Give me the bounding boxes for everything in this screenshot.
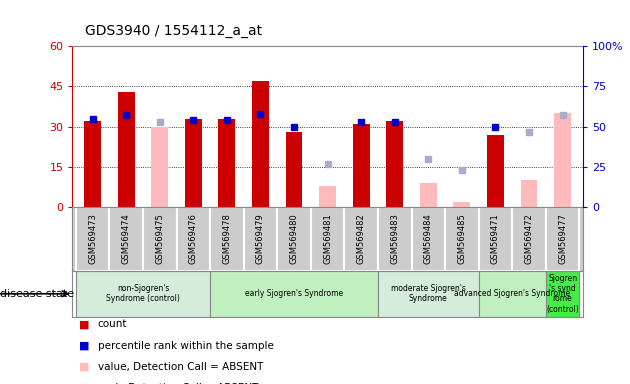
Text: GSM569480: GSM569480 [290,214,299,265]
Bar [76,207,110,271]
Text: non-Sjogren's
Syndrome (control): non-Sjogren's Syndrome (control) [106,284,180,303]
Bar [319,186,336,207]
Bar [520,180,537,207]
Bar [512,207,546,271]
Bar [479,271,546,317]
Bar [84,121,101,207]
Bar [487,135,504,207]
Text: GSM569481: GSM569481 [323,214,332,265]
Bar [554,113,571,207]
Text: ■: ■ [79,362,89,372]
Text: Sjogren
's synd
rome
(control): Sjogren 's synd rome (control) [546,274,579,314]
Text: advanced Sjogren's Syndrome: advanced Sjogren's Syndrome [454,289,570,298]
Bar [353,124,370,207]
Bar [378,207,411,271]
Text: ■: ■ [79,341,89,351]
Bar [378,271,479,317]
Text: rank, Detection Call = ABSENT: rank, Detection Call = ABSENT [98,383,258,384]
Text: count: count [98,319,127,329]
Text: ■: ■ [79,319,89,329]
Bar [210,271,378,317]
Bar [345,207,378,271]
Bar [110,207,143,271]
Bar [252,81,269,207]
Text: early Sjogren's Syndrome: early Sjogren's Syndrome [245,289,343,298]
Text: GSM569478: GSM569478 [222,214,231,265]
Bar [445,207,479,271]
Text: GSM569474: GSM569474 [122,214,130,265]
Text: percentile rank within the sample: percentile rank within the sample [98,341,273,351]
Text: GDS3940 / 1554112_a_at: GDS3940 / 1554112_a_at [85,25,262,38]
Text: GSM569477: GSM569477 [558,214,567,265]
Bar [118,92,135,207]
Text: disease state: disease state [0,289,74,299]
Text: moderate Sjogren's
Syndrome: moderate Sjogren's Syndrome [391,284,466,303]
Text: GSM569484: GSM569484 [424,214,433,265]
Bar [151,127,168,207]
Bar [546,271,580,317]
Bar [76,271,210,317]
Bar [185,119,202,207]
Bar [219,119,235,207]
Bar [285,132,302,207]
Bar [277,207,311,271]
Bar [479,207,512,271]
Text: GSM569471: GSM569471 [491,214,500,265]
Bar [311,207,345,271]
Text: GSM569476: GSM569476 [189,214,198,265]
Text: GSM569473: GSM569473 [88,214,97,265]
Bar [143,207,176,271]
Text: GSM569482: GSM569482 [357,214,365,265]
Text: GSM569483: GSM569483 [390,214,399,265]
Text: ■: ■ [79,383,89,384]
Text: GSM569479: GSM569479 [256,214,265,265]
Bar [244,207,277,271]
Bar [386,121,403,207]
Bar [210,207,244,271]
Bar [546,207,580,271]
Text: GSM569475: GSM569475 [155,214,164,265]
Text: GSM569472: GSM569472 [525,214,534,265]
Bar [176,207,210,271]
Text: GSM569485: GSM569485 [457,214,466,265]
Bar [411,207,445,271]
Bar [454,202,470,207]
Text: value, Detection Call = ABSENT: value, Detection Call = ABSENT [98,362,263,372]
Bar [420,183,437,207]
